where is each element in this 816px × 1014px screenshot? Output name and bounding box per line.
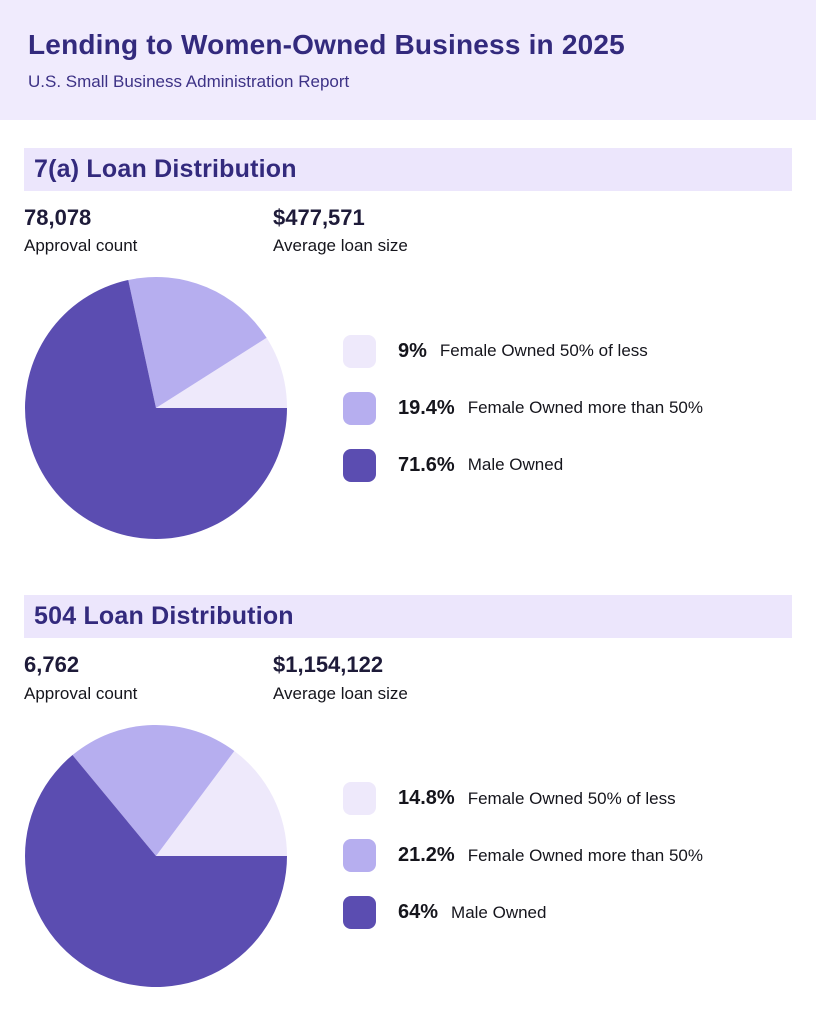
stat-value: 6,762 xyxy=(24,652,80,678)
legend-percent: 19.4% xyxy=(398,396,455,419)
stat-label: Approval count xyxy=(24,683,138,703)
legend-swatch xyxy=(343,448,376,482)
pie-chart-504 xyxy=(25,724,288,987)
chart-row: 9% Female Owned 50% of less 19.4% Female Ow… xyxy=(24,276,792,540)
stat-label: Approval count xyxy=(24,236,138,256)
legend-item: 64% Male Owned xyxy=(343,896,703,930)
stat-label: Average loan size xyxy=(273,236,408,256)
stat-value: $1,154,122 xyxy=(273,652,384,678)
chart-row: 14.8% Female Owned 50% of less 21.2% Female… xyxy=(24,724,792,988)
legend-item: 19.4% Female Owned more than 50% xyxy=(343,391,704,425)
legend-percent: 71.6% xyxy=(398,453,455,476)
legend-swatch xyxy=(343,782,376,816)
legend-item: 21.2% Female Owned more than 50% xyxy=(343,839,704,873)
legend-label: Female Owned more than 50% xyxy=(467,398,704,418)
legend-percent: 9% xyxy=(398,339,427,362)
legend-percent: 64% xyxy=(398,901,439,924)
pie-slice-0 xyxy=(156,750,287,856)
legend-label: Male Owned xyxy=(451,902,547,922)
legend-percent: 14.8% xyxy=(398,787,455,810)
pie-legend-7a: 9% Female Owned 50% of less 19.4% Female Ow… xyxy=(343,334,704,482)
report-subtitle: U.S. Small Business Administration Repor… xyxy=(28,71,350,91)
legend-item: 9% Female Owned 50% of less xyxy=(343,334,703,368)
legend-swatch xyxy=(343,896,376,930)
section-504-loan-distribution: 504 Loan Distribution 6,762 Approval cou… xyxy=(24,595,792,987)
legend-swatch xyxy=(343,334,376,368)
stat-average-loan-size: $1,154,122 Average loan size xyxy=(273,652,522,703)
stat-approval-count: 6,762 Approval count xyxy=(24,652,273,703)
pie-chart-7a xyxy=(25,277,288,540)
legend-label: Female Owned 50% of less xyxy=(439,341,648,361)
legend-item: 71.6% Male Owned xyxy=(343,448,703,482)
stat-approval-count: 78,078 Approval count xyxy=(24,205,273,256)
pie-slice-2 xyxy=(25,754,288,987)
legend-label: Female Owned more than 50% xyxy=(467,845,704,865)
legend-swatch xyxy=(343,391,376,425)
pie-legend-504: 14.8% Female Owned 50% of less 21.2% Female… xyxy=(343,782,704,930)
legend-label: Female Owned 50% of less xyxy=(467,788,676,808)
stat-label: Average loan size xyxy=(273,683,408,703)
report-title: Lending to Women-Owned Business in 2025 xyxy=(28,29,625,60)
section-title: 504 Loan Distribution xyxy=(34,602,294,631)
section-title-band: 504 Loan Distribution xyxy=(24,595,792,639)
section-7a-loan-distribution: 7(a) Loan Distribution 78,078 Approval c… xyxy=(24,148,792,540)
section-title: 7(a) Loan Distribution xyxy=(34,155,297,183)
stat-value: $477,571 xyxy=(273,205,365,230)
report-header: Lending to Women-Owned Business in 2025 … xyxy=(0,0,816,120)
pie-slice-2 xyxy=(25,280,288,540)
stat-value: 78,078 xyxy=(24,205,92,230)
section-title-band: 7(a) Loan Distribution xyxy=(24,148,792,191)
stats-row: 6,762 Approval count $1,154,122 Average … xyxy=(24,652,792,703)
pie-slice-1 xyxy=(128,277,267,409)
report-body: 7(a) Loan Distribution 78,078 Approval c… xyxy=(0,148,816,988)
pie-slice-0 xyxy=(156,338,287,409)
legend-label: Male Owned xyxy=(467,455,564,475)
legend-percent: 21.2% xyxy=(398,844,455,867)
pie-slice-1 xyxy=(72,724,235,856)
stats-row: 78,078 Approval count $477,571 Average l… xyxy=(24,205,792,256)
legend-item: 14.8% Female Owned 50% of less xyxy=(343,782,703,816)
stat-average-loan-size: $477,571 Average loan size xyxy=(273,205,522,256)
legend-swatch xyxy=(343,839,376,873)
